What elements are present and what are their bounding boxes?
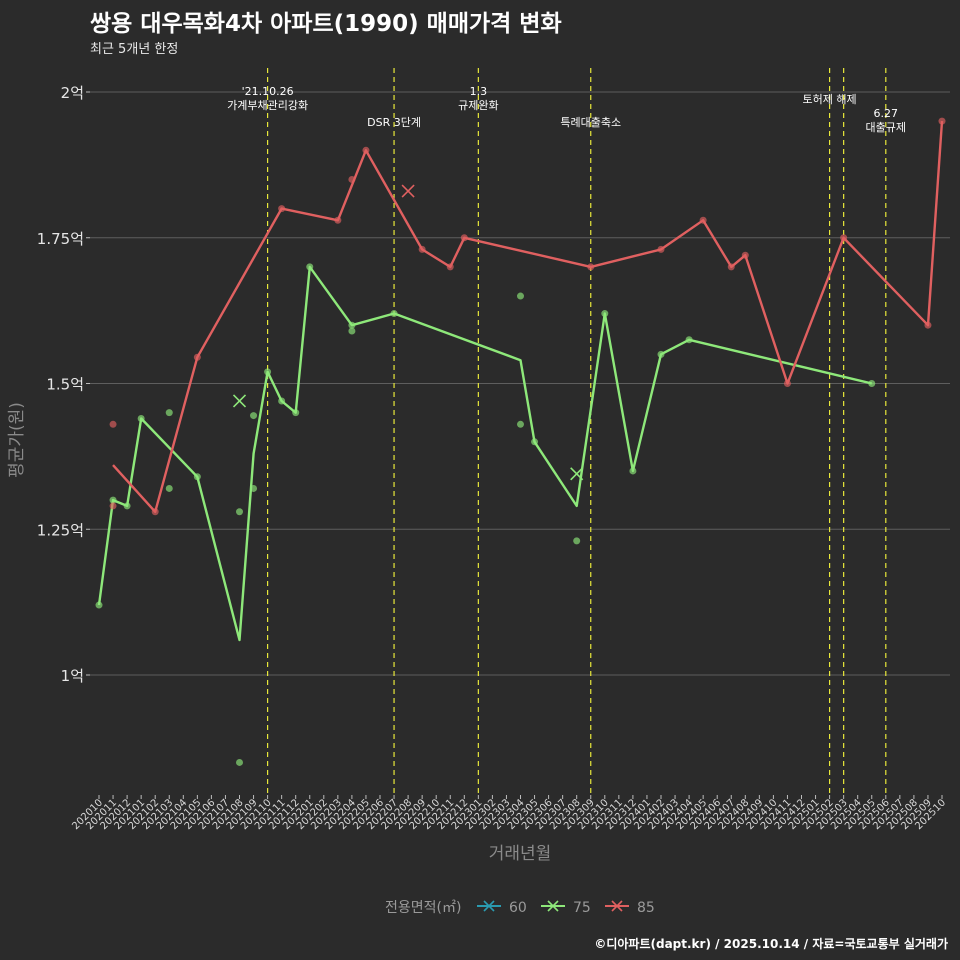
event-label: 6.27 <box>874 107 899 120</box>
y-tick-label: 1.5억 <box>46 376 84 394</box>
y-tick-label: 2억 <box>61 84 84 102</box>
data-point-85 <box>446 263 454 271</box>
event-label: 특례대출축소 <box>560 116 621 129</box>
event-label: 대출규제 <box>866 121 906 134</box>
data-point-85 <box>109 502 117 510</box>
data-point-85 <box>278 205 286 213</box>
data-point-75 <box>868 380 876 387</box>
data-point-75 <box>348 327 356 335</box>
chart-title: 쌍용 대우목화4차 아파트(1990) 매매가격 변화 <box>90 11 562 37</box>
data-point-85 <box>334 216 342 224</box>
data-point-75 <box>657 350 665 358</box>
y-tick-label: 1억 <box>61 667 84 685</box>
axis-layer: 1억1.25억1.5억1.75억2억평균가(원)2020102020112020… <box>7 84 948 864</box>
cross-stroke <box>570 467 584 481</box>
data-point-75 <box>629 467 637 475</box>
event-label: 규제완화 <box>458 99 498 112</box>
data-point-75 <box>348 321 356 329</box>
cross-marker-85 <box>401 184 415 198</box>
legend-label-75: 75 <box>573 900 591 916</box>
legend-label-85: 85 <box>637 900 655 916</box>
legend-key-cross-85 <box>611 900 623 912</box>
y-tick-label: 1.75억 <box>37 230 84 248</box>
legend-title: 전용면적(㎡) <box>385 900 461 916</box>
data-point-85 <box>924 321 932 329</box>
data-point-85 <box>109 420 117 428</box>
series-line-85 <box>112 121 944 513</box>
data-point-85 <box>587 263 595 271</box>
cross-marker-75 <box>232 394 247 408</box>
data-point-75 <box>601 310 609 318</box>
cross-marker-75 <box>570 467 584 481</box>
data-point-85 <box>938 117 946 125</box>
data-point-75 <box>236 758 243 766</box>
data-point-85 <box>741 251 749 259</box>
data-point-85 <box>840 234 848 242</box>
data-point-85 <box>783 380 791 387</box>
data-point-75 <box>685 336 693 344</box>
data-point-75 <box>292 409 300 417</box>
data-point-75 <box>278 397 286 405</box>
data-point-75 <box>573 537 581 545</box>
data-point-75 <box>95 601 103 609</box>
y-tick-label: 1.25억 <box>37 521 84 539</box>
data-point-85 <box>151 508 159 516</box>
data-point-75 <box>250 412 258 420</box>
y-axis-title: 평균가(원) <box>7 402 27 478</box>
cross-stroke <box>232 394 247 408</box>
data-point-85 <box>699 216 707 224</box>
event-label: 가계부채관리강화 <box>227 99 308 112</box>
data-point-75 <box>531 438 539 446</box>
legend-key-cross-75 <box>547 900 559 912</box>
data-point-85 <box>362 146 370 154</box>
cross-stroke <box>401 184 415 198</box>
data-point-75 <box>264 368 272 376</box>
data-point-75 <box>236 508 243 516</box>
data-point-85 <box>418 245 426 253</box>
data-point-85 <box>727 263 735 271</box>
data-point-75 <box>250 484 258 492</box>
event-label: 1.3 <box>470 85 488 98</box>
data-point-75 <box>193 473 201 481</box>
legend-layer: 전용면적(㎡) 60 75 85 <box>385 900 655 916</box>
event-label: DSR 3단계 <box>367 116 421 129</box>
chart-caption: ©디아파트(dapt.kr) / 2025.10.14 / 자료=국토교통부 실… <box>594 937 948 951</box>
data-point-85 <box>193 353 201 361</box>
series-layer <box>95 117 946 766</box>
data-point-75 <box>306 263 314 271</box>
chart-subtitle: 최근 5개년 한정 <box>90 42 179 57</box>
grid-layer <box>90 91 950 676</box>
data-point-75 <box>517 420 524 428</box>
data-point-85 <box>460 234 468 242</box>
data-point-75 <box>517 292 524 300</box>
data-point-85 <box>348 175 356 183</box>
data-point-75 <box>109 496 117 504</box>
x-axis-title: 거래년월 <box>489 844 552 864</box>
event-label: 토허제 해제 <box>803 92 857 106</box>
legend-label-60: 60 <box>509 900 527 916</box>
data-point-85 <box>657 245 665 253</box>
legend-key-cross-60 <box>483 900 495 912</box>
data-point-75 <box>390 310 398 318</box>
data-point-75 <box>165 409 173 417</box>
data-point-75 <box>123 502 131 510</box>
data-point-75 <box>137 414 145 422</box>
series-line-75 <box>97 265 873 642</box>
data-point-75 <box>165 484 173 492</box>
event-label: '21.10.26 <box>242 85 294 98</box>
